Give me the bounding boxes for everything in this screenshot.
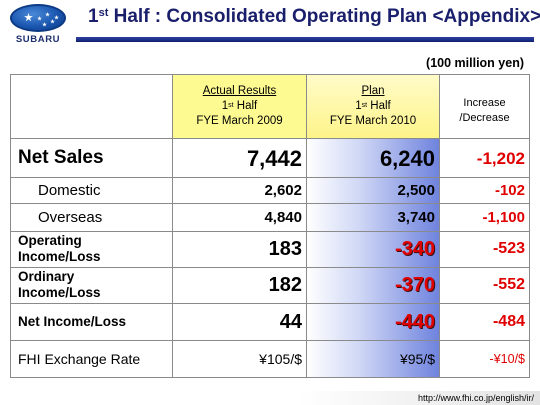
row-divider	[10, 138, 530, 139]
overseas-actual: 4,840	[264, 209, 302, 226]
ordinary-label-line1: Ordinary	[18, 269, 75, 284]
pleiades-emblem-icon	[10, 4, 66, 32]
plan-header-cell	[306, 74, 440, 139]
exchange-rate-actual: ¥105/$	[259, 351, 302, 367]
change-header-line2: /Decrease	[459, 112, 510, 124]
net-income-change: -484	[492, 313, 525, 330]
overseas-change: -1,100	[482, 209, 525, 226]
row-label-domestic: Domestic	[38, 182, 101, 199]
net-sales-actual: 7,442	[246, 146, 302, 171]
subaru-logo: SUBARU	[4, 4, 72, 46]
ordinary-income-actual: 182	[268, 274, 302, 296]
ordinary-income-change: -552	[492, 276, 525, 293]
plan-half-ordinal: st	[361, 102, 368, 109]
row-label-net-income: Net Income/Loss	[18, 314, 127, 329]
plan-fiscal-year: FYE March 2010	[329, 115, 417, 127]
change-header: Increase /Decrease	[439, 74, 530, 139]
ordinary-label-line2: Income/Loss	[18, 285, 101, 300]
operating-label-line1: Operating	[18, 233, 82, 248]
actual-half-text: Half	[233, 100, 258, 112]
page-title: 1st Half : Consolidated Operating Plan <…	[88, 6, 540, 28]
actual-half-ordinal: st	[228, 102, 234, 109]
actual-fiscal-year: FYE March 2009	[196, 115, 283, 127]
actual-half-number: 1	[221, 100, 229, 112]
row-label-net-sales: Net Sales	[18, 147, 104, 168]
row-divider	[10, 231, 530, 232]
row-divider	[10, 177, 530, 178]
title-text: Half : Consolidated Operating Plan <Appe…	[108, 6, 540, 27]
row-divider	[10, 267, 530, 268]
overseas-plan: 3,740	[397, 209, 435, 226]
logo-wordmark: SUBARU	[15, 34, 61, 45]
operating-income-actual: 183	[268, 238, 302, 260]
net-income-plan: -440	[394, 311, 435, 333]
title-underline-bar	[76, 37, 534, 42]
title-number: 1	[88, 6, 99, 27]
plan-column	[306, 138, 440, 378]
row-label-overseas: Overseas	[38, 209, 103, 226]
operating-label-line2: Income/Loss	[18, 249, 101, 264]
row-divider	[10, 303, 530, 304]
actual-header: Actual Results 1st Half FYE March 2009	[172, 84, 307, 134]
domestic-plan: 2,500	[397, 182, 435, 199]
operating-income-change: -523	[492, 240, 525, 257]
actual-header-title: Actual Results	[202, 85, 277, 97]
label-column	[10, 74, 173, 378]
net-income-actual: 44	[279, 311, 302, 333]
change-column	[439, 138, 530, 378]
plan-half-text: Half	[367, 100, 391, 112]
row-label-ordinary-income: Ordinary Income/Loss	[18, 269, 101, 301]
net-sales-change: -1,202	[476, 149, 525, 168]
actual-header-cell	[172, 74, 307, 139]
domestic-change: -102	[494, 182, 525, 199]
operating-income-plan: -340	[394, 238, 435, 260]
row-divider	[10, 203, 530, 204]
operating-plan-table: Actual Results 1st Half FYE March 2009 P…	[10, 74, 530, 378]
exchange-rate-plan: ¥95/$	[399, 351, 435, 367]
net-sales-plan: 6,240	[379, 146, 435, 171]
footer-url-link[interactable]: http://www.fhi.co.jp/english/ir/	[417, 393, 534, 403]
domestic-actual: 2,602	[264, 182, 302, 199]
row-divider	[10, 340, 530, 341]
ordinary-income-plan: -370	[394, 274, 435, 296]
title-ordinal: st	[98, 7, 109, 19]
plan-header: Plan 1st Half FYE March 2010	[306, 84, 440, 134]
unit-label: (100 million yen)	[426, 56, 524, 70]
row-label-operating-income: Operating Income/Loss	[18, 233, 101, 265]
plan-half-number: 1	[355, 100, 362, 112]
footer-bar	[0, 391, 540, 405]
row-label-exchange-rate: FHI Exchange Rate	[18, 351, 141, 367]
plan-header-title: Plan	[361, 85, 385, 97]
change-header-line1: Increase	[463, 97, 506, 109]
exchange-rate-change: -¥10/$	[489, 352, 525, 366]
